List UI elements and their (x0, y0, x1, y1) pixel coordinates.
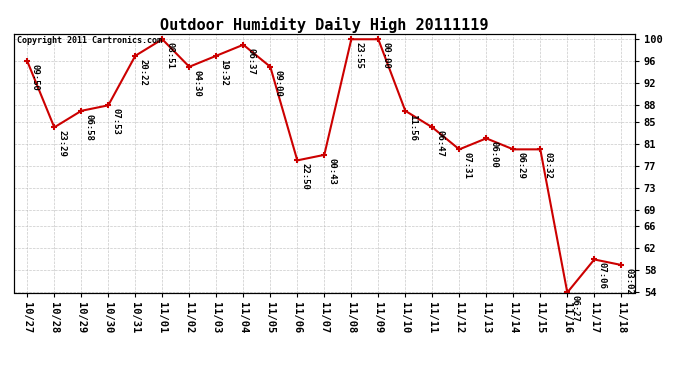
Text: 08:51: 08:51 (165, 42, 174, 69)
Text: 06:27: 06:27 (570, 295, 579, 322)
Title: Outdoor Humidity Daily High 20111119: Outdoor Humidity Daily High 20111119 (160, 16, 489, 33)
Text: 23:55: 23:55 (354, 42, 363, 69)
Text: 09:50: 09:50 (30, 64, 39, 91)
Text: 00:43: 00:43 (327, 158, 336, 184)
Text: 19:32: 19:32 (219, 58, 228, 86)
Text: 07:53: 07:53 (111, 108, 120, 135)
Text: 06:00: 06:00 (489, 141, 498, 168)
Text: 20:22: 20:22 (138, 58, 147, 86)
Text: 22:50: 22:50 (300, 163, 309, 190)
Text: 00:00: 00:00 (381, 42, 390, 69)
Text: 06:47: 06:47 (435, 130, 444, 157)
Text: 09:00: 09:00 (273, 69, 282, 96)
Text: 04:30: 04:30 (192, 69, 201, 96)
Text: 06:29: 06:29 (516, 152, 525, 179)
Text: 03:02: 03:02 (624, 268, 633, 295)
Text: 07:31: 07:31 (462, 152, 471, 179)
Text: Copyright 2011 Cartronics.com: Copyright 2011 Cartronics.com (17, 36, 162, 45)
Text: 11:56: 11:56 (408, 114, 417, 141)
Text: 07:06: 07:06 (597, 262, 606, 289)
Text: 06:58: 06:58 (84, 114, 93, 141)
Text: 06:37: 06:37 (246, 48, 255, 74)
Text: 03:32: 03:32 (543, 152, 552, 179)
Text: 23:29: 23:29 (57, 130, 66, 157)
